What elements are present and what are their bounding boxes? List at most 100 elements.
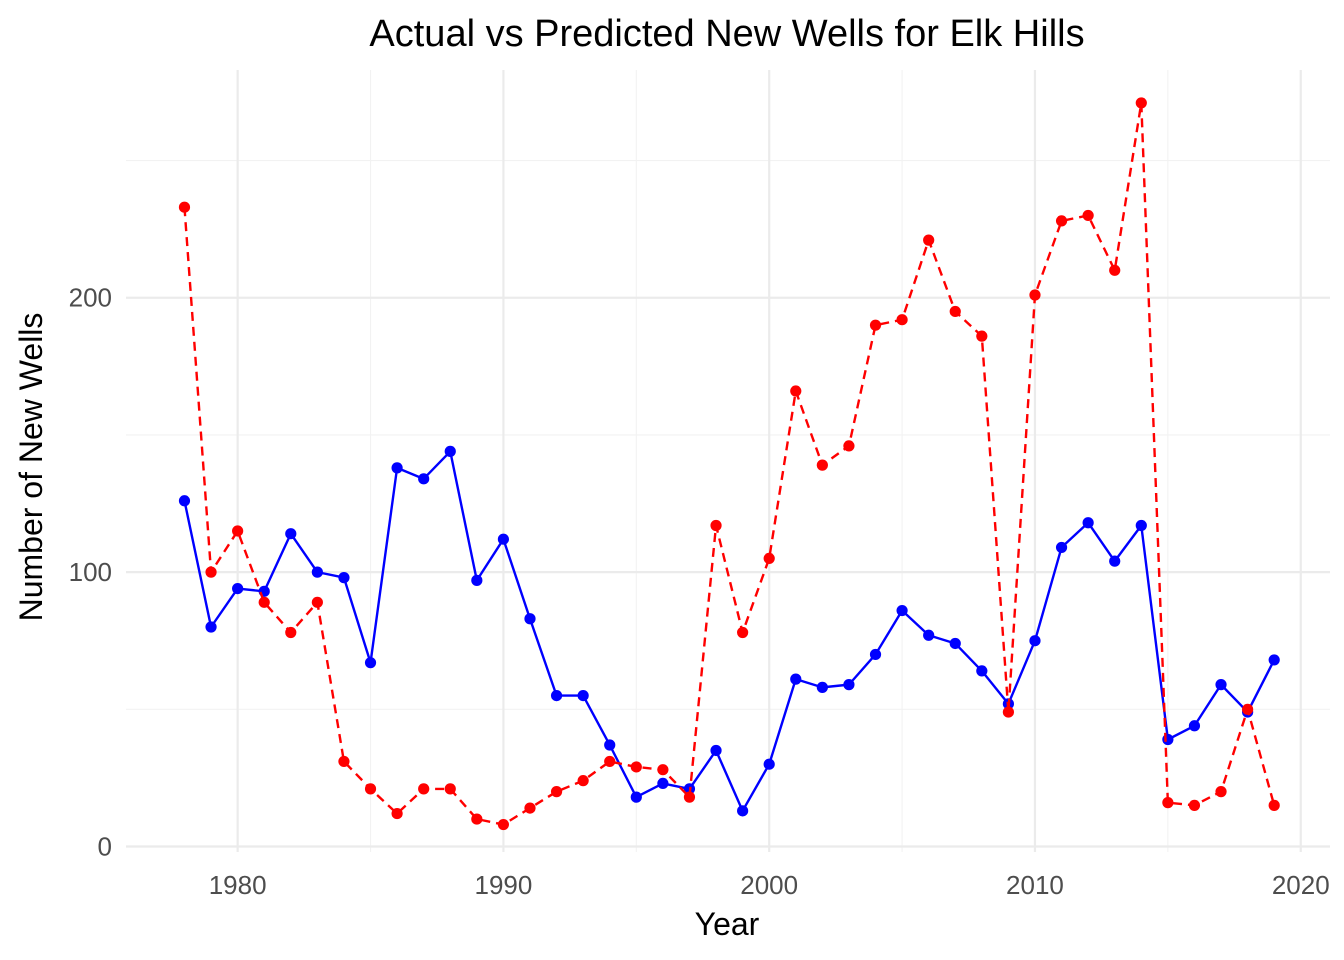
series-2	[178, 97, 1280, 831]
series-1-point	[657, 777, 669, 790]
series-1-point	[364, 657, 377, 669]
series-1-point	[710, 744, 722, 757]
series-1-point	[418, 473, 430, 485]
series-1-point	[205, 621, 217, 633]
series-1-point	[391, 462, 403, 474]
series-2-point	[683, 791, 696, 803]
series-2-point	[285, 626, 297, 639]
series-1-point	[816, 681, 828, 693]
series-2-line	[183, 101, 1276, 826]
series-1-point	[1188, 720, 1201, 732]
series-1-point	[923, 629, 935, 641]
series-2-point	[418, 783, 430, 795]
series-1-point	[1268, 654, 1280, 666]
x-tick-label: 1980	[209, 870, 267, 900]
chart-title: Actual vs Predicted New Wells for Elk Hi…	[369, 13, 1084, 55]
series-1-point	[737, 805, 749, 817]
y-tick-label: 0	[98, 832, 112, 862]
series-2-point	[710, 519, 722, 532]
series-2-point	[1162, 797, 1174, 809]
series-1-point	[843, 679, 855, 691]
series-2-point	[1135, 97, 1147, 109]
series-2-point	[923, 234, 935, 246]
series-2-point	[1242, 703, 1254, 715]
series-2-point	[497, 818, 510, 831]
series-2-point	[1082, 209, 1094, 222]
series-1-point	[896, 604, 908, 617]
series-2-point	[391, 807, 403, 820]
series-2-point	[1002, 706, 1015, 718]
series-2-point	[311, 596, 323, 608]
series-2-point	[258, 596, 270, 608]
series-2-point	[1268, 799, 1280, 811]
series-2-point	[1029, 289, 1041, 301]
series-1-point	[550, 690, 563, 702]
series-2-point	[790, 385, 802, 397]
series-2-point	[364, 783, 377, 795]
series-2-point	[178, 201, 191, 213]
series-1-point	[444, 445, 456, 457]
series-2-point	[657, 764, 669, 776]
y-axis-tick-labels: 0 100 200	[69, 283, 112, 862]
series-2-point	[896, 314, 908, 326]
y-tick-label: 100	[69, 557, 112, 587]
series-2-point	[577, 775, 589, 787]
y-tick-label: 200	[69, 283, 112, 313]
x-tick-label: 2010	[1006, 870, 1064, 900]
series-1-point	[763, 758, 775, 770]
series-1-point	[1215, 679, 1227, 691]
series-1-point	[1055, 541, 1068, 554]
series-2-point	[444, 783, 456, 795]
series-1-point	[949, 637, 961, 650]
series-2-point	[816, 459, 828, 471]
series-1-point	[976, 665, 988, 677]
series-1-point	[178, 495, 191, 507]
x-tick-label: 2000	[740, 870, 798, 900]
series-2-point	[205, 566, 217, 578]
series-1-line	[183, 450, 1276, 813]
series-1-point	[524, 613, 536, 625]
series-2-point	[630, 761, 642, 773]
series-2-point	[737, 626, 749, 639]
series-2-point	[763, 552, 775, 565]
series-1-point	[630, 791, 642, 803]
x-axis-tick-labels: 1980 1990 2000 2010 2020	[209, 870, 1330, 900]
series-2-point	[232, 525, 244, 537]
series-1-point	[1162, 733, 1174, 746]
series-2-point	[1109, 264, 1121, 276]
series-2-point	[976, 330, 988, 342]
series-2-point	[338, 755, 350, 768]
series-1-point	[1135, 519, 1147, 532]
series-1-point	[497, 533, 510, 545]
series-2-point	[843, 440, 855, 452]
series-layer	[178, 97, 1280, 831]
series-2-point	[869, 319, 882, 331]
x-tick-label: 2020	[1272, 870, 1330, 900]
minor-gridlines	[126, 70, 1330, 852]
series-1-point	[258, 585, 270, 597]
series-2-point	[550, 786, 563, 798]
series-1-point	[577, 690, 589, 702]
x-axis-title: Year	[695, 906, 760, 942]
series-1-point	[604, 739, 616, 751]
series-1-point	[338, 572, 350, 584]
series-1-point	[232, 582, 244, 595]
series-1-point	[1109, 555, 1121, 567]
series-1-point	[285, 528, 297, 540]
series-2-point	[949, 305, 961, 318]
series-2-point	[524, 802, 536, 814]
series-1-point	[1082, 517, 1094, 529]
series-2-point	[471, 813, 483, 825]
series-2-point	[604, 755, 616, 768]
series-1-point	[471, 574, 483, 586]
series-1-point	[1029, 635, 1041, 647]
y-axis-title: Number of New Wells	[13, 313, 49, 622]
series-2-point	[1215, 786, 1227, 798]
x-tick-label: 1990	[474, 870, 532, 900]
series-1-point	[869, 648, 882, 661]
series-2-point	[1188, 799, 1201, 811]
series-1-point	[790, 673, 802, 685]
series-1-point	[311, 566, 323, 578]
